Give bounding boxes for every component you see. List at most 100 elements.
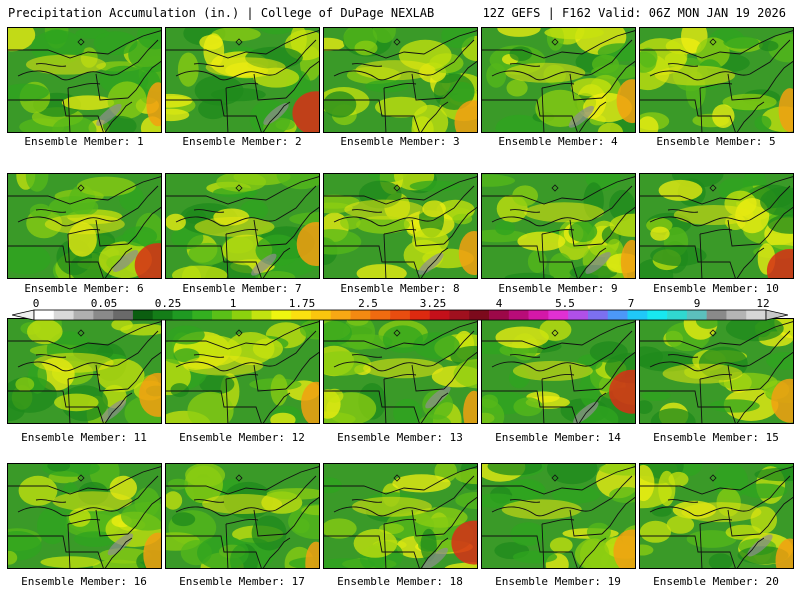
map-borders [640, 30, 793, 132]
map-borders [640, 466, 793, 568]
scale-tick-label: 7 [627, 297, 635, 310]
scale-swatch [310, 310, 332, 320]
scale-swatch [429, 310, 450, 320]
ensemble-member-caption: Ensemble Member: 1 [24, 135, 144, 148]
map-borders [166, 466, 319, 568]
map-panel-member-16 [7, 463, 162, 569]
ensemble-member-caption: Ensemble Member: 15 [653, 431, 779, 444]
ensemble-member-caption: Ensemble Member: 3 [340, 135, 460, 148]
precip-map [8, 28, 161, 132]
scale-tick-label: 1.75 [288, 297, 316, 310]
map-borders [482, 30, 635, 132]
map-panel-member-15 [639, 318, 794, 424]
scale-tick-label: 0.05 [90, 297, 118, 310]
map-borders [324, 466, 477, 568]
map-borders [8, 176, 161, 278]
scale-swatch [607, 310, 628, 320]
map-panel-member-1 [7, 27, 162, 133]
scale-swatch [73, 310, 94, 320]
map-borders [324, 321, 477, 423]
map-borders [482, 176, 635, 278]
scale-swatch [647, 310, 668, 320]
ensemble-member-caption: Ensemble Member: 19 [495, 575, 621, 588]
ensemble-member-caption: Ensemble Member: 18 [337, 575, 463, 588]
scale-swatch [330, 310, 351, 320]
precip-map [640, 174, 793, 278]
scale-tick-label: 0.25 [154, 297, 182, 310]
scale-tick-label: 9 [693, 297, 701, 310]
map-panel-member-3 [323, 27, 478, 133]
map-borders [8, 30, 161, 132]
scale-swatch [627, 310, 648, 320]
precip-map [166, 319, 319, 423]
scale-swatch [34, 310, 55, 320]
map-panel-member-11 [7, 318, 162, 424]
map-panel-member-6 [7, 173, 162, 279]
scale-swatch [449, 310, 470, 320]
scale-swatch [192, 310, 213, 320]
precip-map [8, 174, 161, 278]
color-scale-bar [12, 309, 788, 321]
map-panel-member-13 [323, 318, 478, 424]
precip-map [166, 28, 319, 132]
scale-swatch [667, 310, 688, 320]
map-panel-member-10 [639, 173, 794, 279]
precip-map [324, 28, 477, 132]
ensemble-member-caption: Ensemble Member: 2 [182, 135, 302, 148]
ensemble-member-caption: Ensemble Member: 5 [656, 135, 776, 148]
map-borders [166, 321, 319, 423]
scale-swatch [726, 310, 747, 320]
scale-swatch [172, 310, 193, 320]
map-panel-member-14 [481, 318, 636, 424]
precip-map [166, 464, 319, 568]
map-panel-member-8 [323, 173, 478, 279]
scale-swatch [212, 310, 233, 320]
precip-map [482, 464, 635, 568]
ensemble-member-caption: Ensemble Member: 4 [498, 135, 618, 148]
scale-swatch [291, 310, 312, 320]
scale-tick-label: 5.5 [555, 297, 575, 310]
map-borders [324, 176, 477, 278]
map-panel-member-12 [165, 318, 320, 424]
map-borders [8, 321, 161, 423]
scale-swatch [587, 310, 609, 320]
scale-swatch [706, 310, 727, 320]
scale-swatch [370, 310, 391, 320]
precip-map [482, 319, 635, 423]
map-panel-member-19 [481, 463, 636, 569]
run-valid-time: 12Z GEFS | F162 Valid: 06Z MON JAN 19 20… [482, 6, 786, 20]
scale-swatch [489, 310, 510, 320]
scale-swatch [686, 310, 707, 320]
scale-swatch [746, 310, 767, 320]
scale-swatch [390, 310, 411, 320]
map-panel-member-18 [323, 463, 478, 569]
precip-map [324, 319, 477, 423]
scale-tick-label: 4 [495, 297, 503, 310]
color-scale-legend: 0 0.05 0.25 1 1.75 2.5 3.25 4 5.5 7 9 12 [12, 297, 788, 321]
map-borders [166, 176, 319, 278]
map-borders [640, 176, 793, 278]
precip-map [324, 464, 477, 568]
scale-swatch [469, 310, 490, 320]
scale-swatch [251, 310, 272, 320]
map-panel-member-5 [639, 27, 794, 133]
ensemble-member-caption: Ensemble Member: 9 [498, 282, 618, 295]
scale-swatch [271, 310, 292, 320]
map-panel-member-17 [165, 463, 320, 569]
map-panel-member-7 [165, 173, 320, 279]
map-borders [8, 466, 161, 568]
map-borders [482, 466, 635, 568]
scale-swatch [53, 310, 74, 320]
scale-tick-label: 1 [229, 297, 237, 310]
scale-low-arrow [12, 309, 35, 321]
scale-swatch [231, 310, 252, 320]
ensemble-member-caption: Ensemble Member: 12 [179, 431, 305, 444]
scale-tick-label: 2.5 [358, 297, 378, 310]
map-borders [324, 30, 477, 132]
precip-map [8, 464, 161, 568]
precip-map [482, 174, 635, 278]
map-borders [482, 321, 635, 423]
scale-swatch [350, 310, 371, 320]
map-borders [166, 30, 319, 132]
page-title: Precipitation Accumulation (in.) | Colle… [8, 6, 435, 20]
